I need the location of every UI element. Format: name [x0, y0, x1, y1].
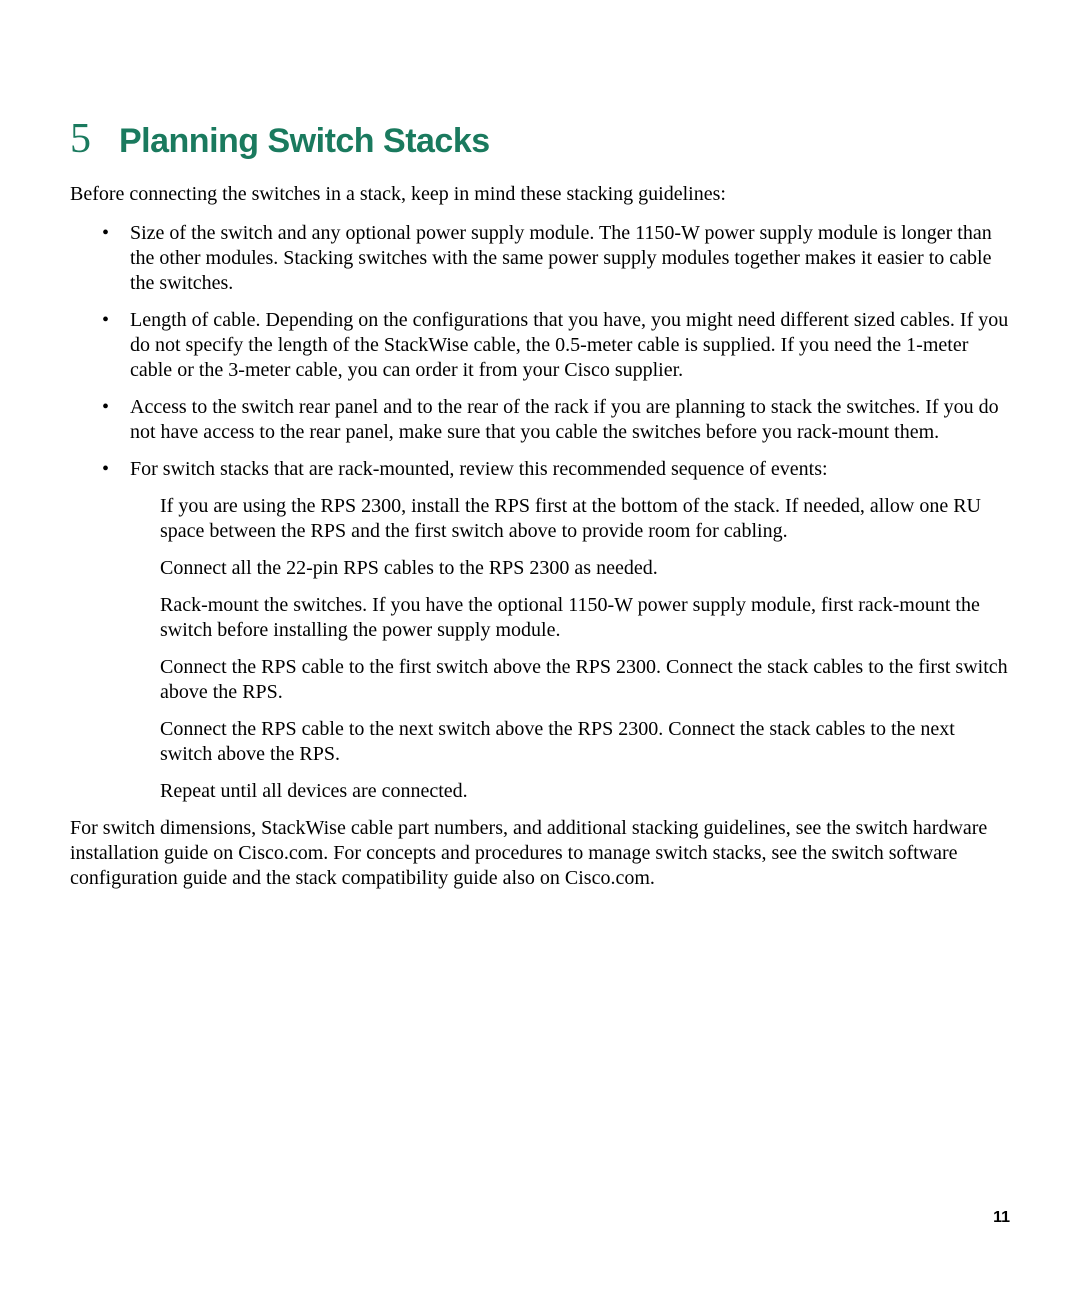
- list-item-text: For switch stacks that are rack-mounted,…: [130, 458, 828, 480]
- sub-list-item: Connect the RPS cable to the next switch…: [160, 717, 1010, 767]
- section-title: Planning Switch Stacks: [119, 122, 490, 161]
- intro-paragraph: Before connecting the switches in a stac…: [70, 181, 1010, 207]
- sub-list-item: Rack-mount the switches. If you have the…: [160, 593, 1010, 643]
- sub-list-item: Connect the RPS cable to the first switc…: [160, 655, 1010, 705]
- sub-list-item: If you are using the RPS 2300, install t…: [160, 494, 1010, 544]
- page-number: 11: [993, 1209, 1010, 1227]
- list-item: Access to the switch rear panel and to t…: [110, 395, 1010, 445]
- section-number: 5: [70, 115, 91, 163]
- sub-list-item: Connect all the 22-pin RPS cables to the…: [160, 556, 1010, 581]
- guidelines-list: Size of the switch and any optional powe…: [70, 221, 1010, 804]
- section-heading: 5 Planning Switch Stacks: [70, 115, 1010, 163]
- list-item: Size of the switch and any optional powe…: [110, 221, 1010, 296]
- list-item: For switch stacks that are rack-mounted,…: [110, 457, 1010, 804]
- closing-paragraph: For switch dimensions, StackWise cable p…: [70, 816, 1010, 891]
- page-content: 5 Planning Switch Stacks Before connecti…: [0, 0, 1080, 891]
- sequence-sublist: If you are using the RPS 2300, install t…: [130, 494, 1010, 804]
- list-item: Length of cable. Depending on the config…: [110, 308, 1010, 383]
- sub-list-item: Repeat until all devices are connected.: [160, 779, 1010, 804]
